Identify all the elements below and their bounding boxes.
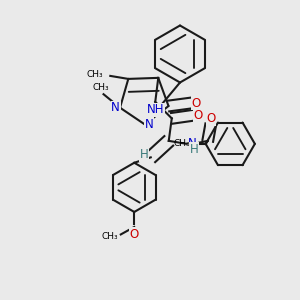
Text: O: O	[192, 97, 201, 110]
Text: N: N	[145, 118, 154, 131]
Text: H: H	[140, 148, 148, 161]
Text: O: O	[206, 112, 215, 125]
Text: CH₃: CH₃	[93, 83, 110, 92]
Text: N: N	[188, 137, 197, 150]
Text: O: O	[130, 228, 139, 241]
Text: CH₃: CH₃	[101, 232, 118, 242]
Text: CH₃: CH₃	[173, 140, 190, 148]
Text: N: N	[111, 101, 120, 114]
Text: NH: NH	[146, 103, 164, 116]
Text: CH₃: CH₃	[86, 70, 103, 79]
Text: O: O	[194, 109, 203, 122]
Text: H: H	[190, 143, 199, 156]
